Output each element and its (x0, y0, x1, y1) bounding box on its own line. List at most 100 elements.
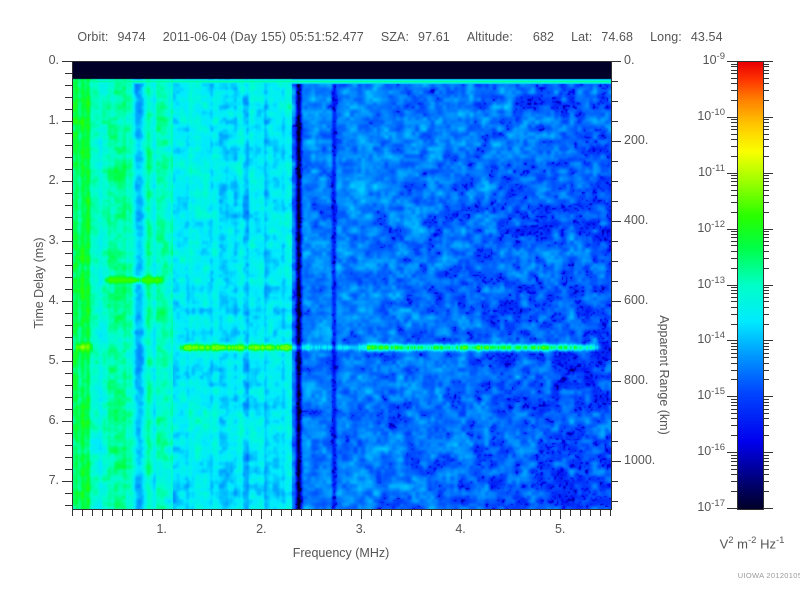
colorbar-tick-label: 10-15 (697, 386, 725, 403)
x-axis-tick (221, 509, 222, 516)
colorbar-tick (731, 178, 737, 179)
x-axis-tick (192, 509, 193, 516)
colorbar-tick (731, 435, 737, 436)
colorbar-tick (731, 370, 737, 371)
y-axis-tick-left (65, 133, 72, 134)
y-axis-tick-left (65, 505, 72, 506)
y-axis-tick-right (611, 241, 618, 242)
colorbar-tick (763, 396, 773, 397)
colorbar-tick (763, 287, 769, 288)
x-axis-tick (172, 509, 173, 516)
colorbar-tick (731, 469, 737, 470)
colorbar-tick (763, 379, 769, 380)
x-axis-tick (391, 509, 392, 516)
altitude-label: Altitude: (466, 30, 513, 44)
colorbar-panel (737, 61, 764, 510)
y-axis-tick-label-left: 5. (48, 353, 59, 367)
y-axis-tick-left (65, 217, 72, 218)
colorbar-tick (763, 61, 773, 62)
x-axis-tick (540, 509, 541, 516)
colorbar-tick (763, 405, 769, 406)
colorbar-tick (731, 346, 737, 347)
colorbar-tick (731, 307, 737, 308)
y-axis-tick-left (65, 337, 72, 338)
y-axis-tick-left (65, 397, 72, 398)
colorbar-tick-label: 10-14 (697, 330, 725, 347)
colorbar-tick (763, 258, 769, 259)
lat-value: 74.68 (601, 30, 634, 44)
colorbar-tick (763, 245, 769, 246)
x-axis-tick (152, 509, 153, 516)
x-axis-tick (421, 509, 422, 516)
y-axis-tick-left (65, 157, 72, 158)
colorbar-tick (731, 324, 737, 325)
colorbar-tick (763, 357, 769, 358)
x-axis-tick (401, 509, 402, 516)
colorbar-tick (731, 409, 737, 410)
y-axis-tick-right (611, 61, 621, 62)
x-axis-tick (411, 509, 412, 516)
y-axis-tick-left (65, 205, 72, 206)
colorbar-tick (727, 173, 737, 174)
colorbar-tick (731, 73, 737, 74)
y-axis-tick-left (65, 193, 72, 194)
x-axis-tick (241, 509, 242, 516)
y-axis-tick-label-right: 400. (624, 213, 649, 228)
colorbar-tick (763, 156, 769, 157)
colorbar-tick (731, 190, 737, 191)
y-axis-tick-left (65, 385, 72, 386)
y-axis-tick-right (611, 421, 618, 422)
x-axis-tick (122, 509, 123, 516)
x-axis-tick (530, 509, 531, 516)
colorbar-tick (727, 508, 737, 509)
x-axis-tick (560, 509, 561, 519)
colorbar-tick (763, 64, 769, 65)
colorbar-tick-label: 10-10 (697, 106, 725, 124)
y-axis-tick-left (65, 457, 72, 458)
colorbar-tick (731, 139, 737, 140)
colorbar-tick (731, 64, 737, 65)
colorbar-tick (731, 78, 737, 79)
x-axis-tick (281, 509, 282, 516)
colorbar-tick (731, 245, 737, 246)
colorbar-tick (727, 285, 737, 286)
colorbar-tick (731, 402, 737, 403)
colorbar-tick (763, 229, 773, 230)
colorbar-tick (731, 175, 737, 176)
x-axis-tick (570, 509, 571, 516)
colorbar-tick (763, 241, 769, 242)
colorbar-tick (763, 370, 769, 371)
y-axis-tick-right (611, 341, 618, 342)
y-axis-tick-left (62, 121, 72, 122)
colorbar-tick (763, 100, 769, 101)
x-axis-tick (321, 509, 322, 516)
colorbar-tick (763, 119, 769, 120)
y-axis-tick-label-left: 4. (48, 293, 59, 307)
y-axis-tick-left (65, 85, 72, 86)
colorbar-tick (763, 425, 769, 426)
colorbar-tick (763, 307, 769, 308)
x-axis-tick (371, 509, 372, 516)
colorbar-tick (727, 117, 737, 118)
x-axis-tick (510, 509, 511, 516)
colorbar-tick (731, 90, 737, 91)
orbit-value: 9474 (117, 30, 146, 44)
colorbar-tick (731, 181, 737, 182)
y-axis-tick-right (611, 441, 618, 442)
colorbar-tick (727, 229, 737, 230)
y-axis-tick-right (611, 261, 618, 262)
colorbar-tick (763, 251, 769, 252)
colorbar-tick (731, 314, 737, 315)
y-axis-tick-left (65, 253, 72, 254)
y-axis-tick-left (65, 265, 72, 266)
colorbar-tick (731, 212, 737, 213)
y-axis-tick-right (611, 101, 618, 102)
y-axis-tick-right (611, 141, 621, 142)
y-axis-tick-left (65, 277, 72, 278)
colorbar-tick (763, 202, 769, 203)
x-axis-tick (261, 509, 262, 519)
x-axis-tick (311, 509, 312, 516)
x-axis-tick (132, 509, 133, 516)
y-axis-tick-left (65, 289, 72, 290)
long-value: 43.54 (690, 30, 723, 44)
